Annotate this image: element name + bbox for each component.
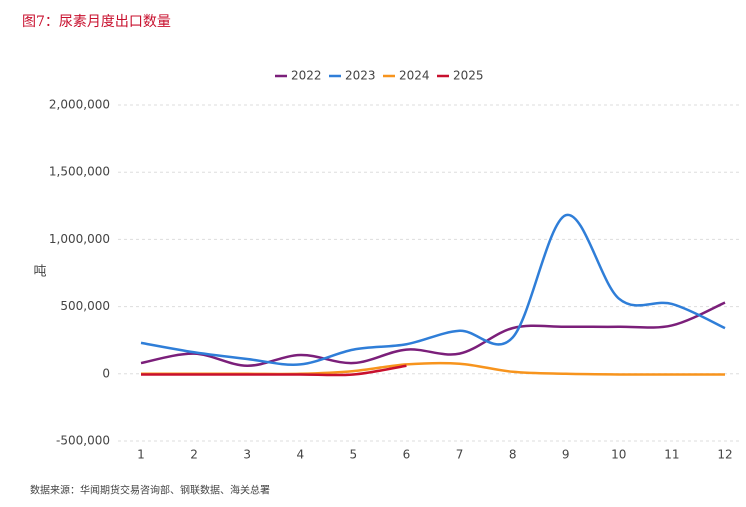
x-tick-label: 8 bbox=[509, 448, 517, 462]
x-tick-label: 11 bbox=[664, 448, 679, 462]
y-axis-label: 吨 bbox=[33, 265, 46, 280]
series-line bbox=[141, 364, 407, 377]
y-tick-label: 1,000,000 bbox=[49, 232, 110, 246]
legend-label: 2024 bbox=[399, 69, 430, 83]
x-tick-label: 1 bbox=[137, 448, 145, 462]
source: 数据来源：华闻期货交易咨询部、钢联数据、海关总署 bbox=[30, 484, 270, 497]
legend-label: 2022 bbox=[291, 69, 322, 83]
x-tick-label: 4 bbox=[296, 448, 304, 462]
x-tick-label: 9 bbox=[562, 448, 570, 462]
x-tick-label: 5 bbox=[350, 448, 358, 462]
series-line bbox=[141, 361, 725, 376]
y-tick-label: 2,000,000 bbox=[49, 98, 110, 112]
x-tick-label: 7 bbox=[456, 448, 464, 462]
series-line bbox=[140, 213, 726, 366]
x-tick-label: 10 bbox=[611, 448, 626, 462]
x-tick-label: 3 bbox=[243, 448, 251, 462]
y-tick-label: -500,000 bbox=[56, 434, 110, 448]
x-tick-label: 12 bbox=[717, 448, 732, 462]
x-tick-label: 6 bbox=[403, 448, 411, 462]
x-tick-label: 2 bbox=[190, 448, 198, 462]
y-tick-label: 1,500,000 bbox=[49, 165, 110, 179]
series-line bbox=[140, 301, 726, 367]
y-tick-label: 500,000 bbox=[60, 299, 110, 313]
legend-label: 2023 bbox=[345, 69, 376, 83]
chart-title: 图7：尿素月度出口数量 bbox=[22, 14, 171, 30]
legend-label: 2025 bbox=[453, 69, 484, 83]
y-tick-label: 0 bbox=[102, 366, 110, 380]
